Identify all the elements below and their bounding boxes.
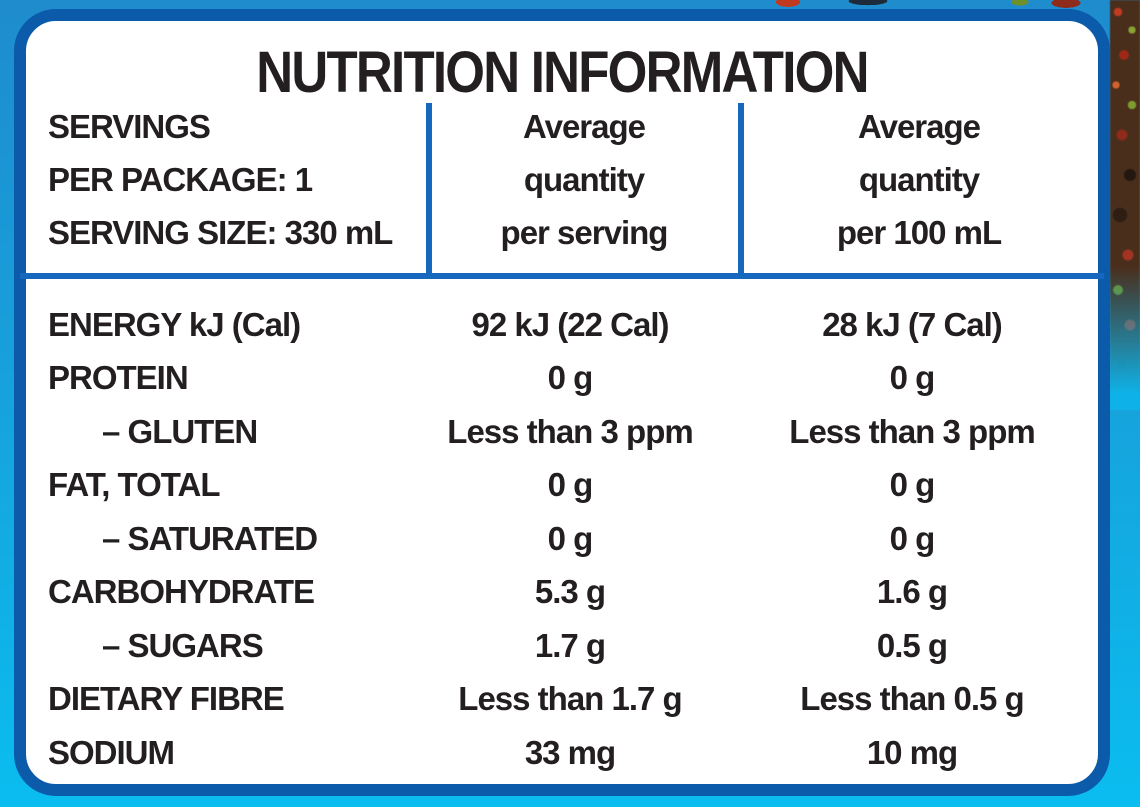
per-serving-header-line: per serving [500, 214, 669, 251]
per-100ml-header-line: quantity [858, 161, 980, 198]
nutrient-label: – GLUTEN [102, 412, 258, 450]
per-100ml-value: 1.6 g [876, 573, 948, 611]
panel-title: NUTRITION INFORMATION [256, 40, 869, 105]
per-100ml-value: Less than 3 ppm [789, 412, 1035, 450]
table-row: CARBOHYDRATE 5.3 g 1.6 g [26, 566, 1098, 620]
table-row: ENERGY kJ (Cal) 92 kJ (22 Cal) 28 kJ (7 … [26, 298, 1098, 352]
per-serving-column-header: Average quantity per serving [428, 100, 740, 259]
per-100ml-column-header: Average quantity per 100 mL [740, 100, 1098, 259]
table-row: PROTEIN 0 g 0 g [26, 352, 1098, 406]
per-serving-header-line: quantity [523, 161, 645, 198]
table-row: FAT, TOTAL 0 g 0 g [26, 459, 1098, 513]
per-100ml-value: Less than 0.5 g [800, 680, 1024, 718]
table-row: – SUGARS 1.7 g 0.5 g [26, 619, 1098, 673]
table-row: – GLUTEN Less than 3 ppm Less than 3 ppm [26, 405, 1098, 459]
nutrient-label: – SUGARS [102, 626, 264, 664]
nutrient-label: DIETARY FIBRE [48, 680, 285, 718]
per-100ml-value: 0.5 g [876, 626, 948, 664]
nutrition-panel: NUTRITION INFORMATION SERVINGS PER PACKA… [14, 9, 1110, 796]
per-100ml-value: 28 kJ (7 Cal) [822, 305, 1003, 343]
nutrient-label: PROTEIN [48, 359, 189, 397]
per-serving-value: 0 g [547, 359, 594, 397]
per-serving-value: Less than 1.7 g [458, 680, 682, 718]
per-serving-value: 1.7 g [534, 626, 606, 664]
per-serving-value: 0 g [547, 466, 594, 504]
per-100ml-value: 0 g [889, 519, 936, 557]
per-100ml-value: 10 mg [866, 733, 958, 771]
table-row: – SATURATED 0 g 0 g [26, 512, 1098, 566]
nutrient-label: SODIUM [48, 733, 175, 771]
per-100ml-value: 0 g [889, 466, 936, 504]
header-divider [20, 273, 1104, 279]
per-serving-value: 92 kJ (22 Cal) [471, 305, 670, 343]
servings-line: PER PACKAGE: 1 [48, 161, 313, 198]
per-serving-header-line: Average [522, 108, 646, 145]
nutrient-label: CARBOHYDRATE [48, 573, 315, 611]
nutrient-label: – SATURATED [102, 519, 318, 557]
nutrient-label: FAT, TOTAL [48, 466, 220, 504]
per-serving-value: Less than 3 ppm [447, 412, 693, 450]
per-serving-value: 5.3 g [534, 573, 606, 611]
servings-line: SERVINGS [48, 108, 211, 145]
background-photo-fragments [0, 0, 1140, 10]
per-100ml-header-line: Average [857, 108, 981, 145]
per-serving-value: 33 mg [524, 733, 616, 771]
table-row: DIETARY FIBRE Less than 1.7 g Less than … [26, 673, 1098, 727]
per-100ml-value: 0 g [889, 359, 936, 397]
per-100ml-header-line: per 100 mL [836, 214, 1002, 251]
servings-header: SERVINGS PER PACKAGE: 1 SERVING SIZE: 33… [48, 100, 393, 259]
nutrition-table: ENERGY kJ (Cal) 92 kJ (22 Cal) 28 kJ (7 … [26, 298, 1098, 780]
table-row: SODIUM 33 mg 10 mg [26, 726, 1098, 780]
per-serving-value: 0 g [547, 519, 594, 557]
background-photo-strip [1110, 0, 1140, 410]
column-divider [426, 103, 432, 273]
servings-line: SERVING SIZE: 330 mL [48, 214, 393, 251]
nutrient-label: ENERGY kJ (Cal) [48, 305, 301, 343]
column-divider [738, 103, 744, 273]
